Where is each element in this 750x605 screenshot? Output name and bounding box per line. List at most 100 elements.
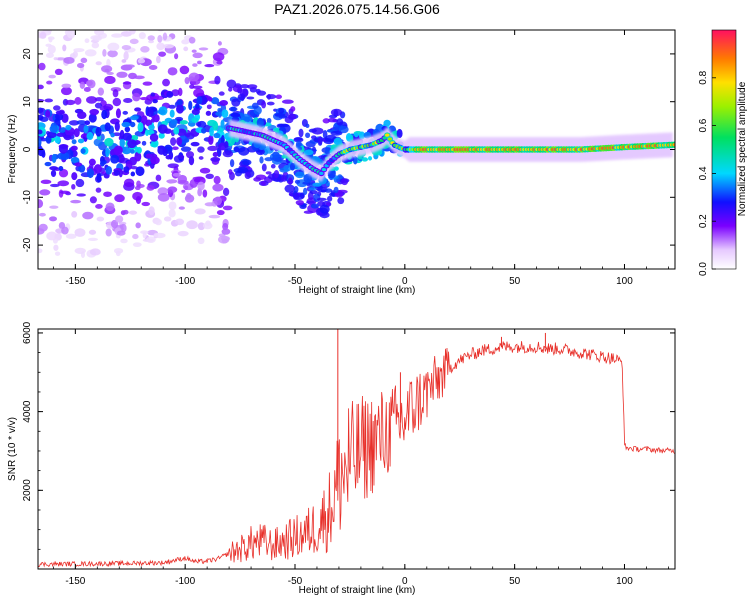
spectrogram-cell xyxy=(261,163,267,172)
spectrogram-cell xyxy=(148,124,155,130)
spectrogram-cell xyxy=(39,31,47,39)
spectrogram-cell xyxy=(188,156,195,166)
spectrogram-cell xyxy=(129,30,136,35)
spectrogram-cell xyxy=(44,98,54,103)
spectrogram-cell xyxy=(303,187,308,196)
snr-panel: -150 -100 -50 0 50 100 2000 4000 6000 Height of… xyxy=(7,321,676,596)
spectrogram-cell xyxy=(65,99,76,106)
spectrogram-x-tick-label: -50 xyxy=(288,276,303,287)
spectrogram-cell xyxy=(137,58,146,64)
spectrogram-cell xyxy=(170,137,177,146)
spectrogram-cell xyxy=(123,51,129,61)
spectrogram-cell xyxy=(186,192,192,200)
spectrogram-cell xyxy=(277,123,290,128)
spectrogram-cell xyxy=(201,127,207,134)
spectrogram-cell xyxy=(212,52,225,62)
spectrogram-cell xyxy=(308,187,317,191)
spectrogram-cell xyxy=(224,141,229,149)
spectrogram-cell xyxy=(39,189,51,196)
spectrogram-cell xyxy=(113,145,123,155)
spectrogram-cell xyxy=(319,204,330,214)
spectrogram-cell xyxy=(197,181,205,191)
spectrogram-cell xyxy=(44,161,52,167)
spectrogram-cell xyxy=(92,35,103,41)
spectrogram-cell xyxy=(264,157,274,162)
spectrogram-cell xyxy=(154,30,157,31)
spectrogram-cell xyxy=(188,100,193,111)
spectrogram-cell xyxy=(311,127,324,135)
spectrogram-cell xyxy=(183,138,190,143)
spectrogram-cell xyxy=(140,45,150,53)
spectrogram-cell xyxy=(177,174,188,184)
spectrogram-cell xyxy=(316,197,327,201)
spectrogram-x-axis: -150 -100 -50 0 50 100 xyxy=(52,30,669,287)
spectrogram-cell xyxy=(39,212,46,217)
spectrogram-cell xyxy=(70,199,82,204)
spectrogram-cell xyxy=(94,30,105,36)
spectrogram-cell xyxy=(266,117,272,124)
spectrogram-cell xyxy=(179,65,190,75)
spectrogram-cell xyxy=(188,18,198,22)
spectrogram-cell xyxy=(260,181,266,186)
spectrogram-cell xyxy=(88,158,96,166)
spectrogram-cell xyxy=(96,216,105,222)
spectrogram-cell xyxy=(213,175,221,185)
spectrogram-cell xyxy=(177,154,185,160)
spectrogram-cell xyxy=(122,209,129,215)
spectrogram-x-tick-label: -100 xyxy=(175,276,195,287)
spectrogram-cell xyxy=(55,110,65,115)
spectrogram-cell xyxy=(185,15,197,19)
spectrogram-cell xyxy=(341,178,349,186)
spectrogram-cell xyxy=(222,222,229,231)
spectrogram-cell xyxy=(292,192,300,200)
spectrogram-cell xyxy=(208,214,221,219)
spectrogram-cell xyxy=(226,79,237,89)
spectrogram-cell xyxy=(70,157,80,164)
spectrogram-cell xyxy=(240,84,250,89)
spectrogram-x-tick-label: -150 xyxy=(65,276,85,287)
spectrogram-cell xyxy=(157,34,163,43)
spectrogram-cell xyxy=(137,122,144,133)
spectrogram-cell xyxy=(317,136,323,145)
spectrogram-cell xyxy=(167,179,175,184)
spectrogram-cell xyxy=(50,183,60,188)
spectrogram-cell xyxy=(112,89,119,98)
spectrogram-cell xyxy=(181,39,190,45)
spectrogram-cell xyxy=(122,132,132,141)
spectrogram-cell xyxy=(274,128,280,133)
spectrogram-cell xyxy=(333,137,342,146)
spectrogram-cell xyxy=(122,81,132,85)
spectrogram-cell xyxy=(175,10,181,15)
spectrogram-cell xyxy=(162,78,170,87)
spectrogram-cell xyxy=(221,109,229,119)
spectrogram-cell xyxy=(167,186,178,193)
spectrogram-cell xyxy=(265,171,272,175)
spectrogram-cell xyxy=(191,49,197,53)
spectrogram-cell xyxy=(61,83,72,89)
spectrogram-cell xyxy=(181,189,186,193)
spectrogram-cell xyxy=(272,151,280,159)
spectrogram-x-tick-label: 50 xyxy=(509,276,521,287)
spectrogram-cell xyxy=(310,203,319,209)
spectrogram-cell xyxy=(184,18,192,26)
spectrogram-cell xyxy=(76,111,87,119)
spectrogram-cell xyxy=(65,124,72,131)
spectrogram-cell xyxy=(193,88,205,98)
spectrogram-cell xyxy=(104,122,111,132)
spectrogram-cell xyxy=(46,231,58,241)
spectrogram-cell xyxy=(179,120,189,125)
spectrogram-cell xyxy=(85,96,98,104)
spectrogram-cell xyxy=(157,192,170,202)
spectrogram-cell xyxy=(192,52,203,59)
spectrogram-cell xyxy=(130,171,136,177)
spectrogram-cell xyxy=(75,178,85,188)
colorbar: 0.0 0.2 0.4 0.6 0.8 Normalized spectral ampl… xyxy=(698,29,748,276)
spectrogram-cell xyxy=(123,178,135,188)
spectrogram-cell xyxy=(47,44,56,54)
spectrogram-cell xyxy=(195,102,200,110)
spectrogram-cell xyxy=(46,131,57,139)
spectrogram-cell xyxy=(99,160,105,167)
spectrogram-cell xyxy=(295,199,304,206)
spectrogram-cell xyxy=(298,128,304,138)
snr-x-tick-label: -150 xyxy=(65,576,85,587)
